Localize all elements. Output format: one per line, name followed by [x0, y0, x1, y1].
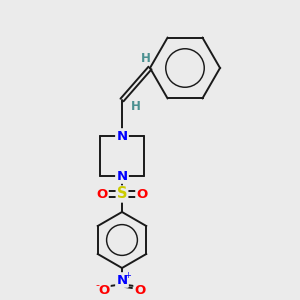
Text: +: + — [124, 271, 131, 280]
Text: -: - — [95, 280, 99, 290]
Text: N: N — [116, 169, 128, 182]
Text: N: N — [116, 130, 128, 142]
Text: N: N — [116, 274, 128, 286]
Text: H: H — [141, 52, 151, 64]
Text: O: O — [136, 188, 148, 200]
Text: H: H — [131, 100, 141, 112]
Text: S: S — [117, 187, 127, 202]
Text: O: O — [98, 284, 110, 296]
Text: O: O — [134, 284, 146, 296]
Text: O: O — [96, 188, 108, 200]
